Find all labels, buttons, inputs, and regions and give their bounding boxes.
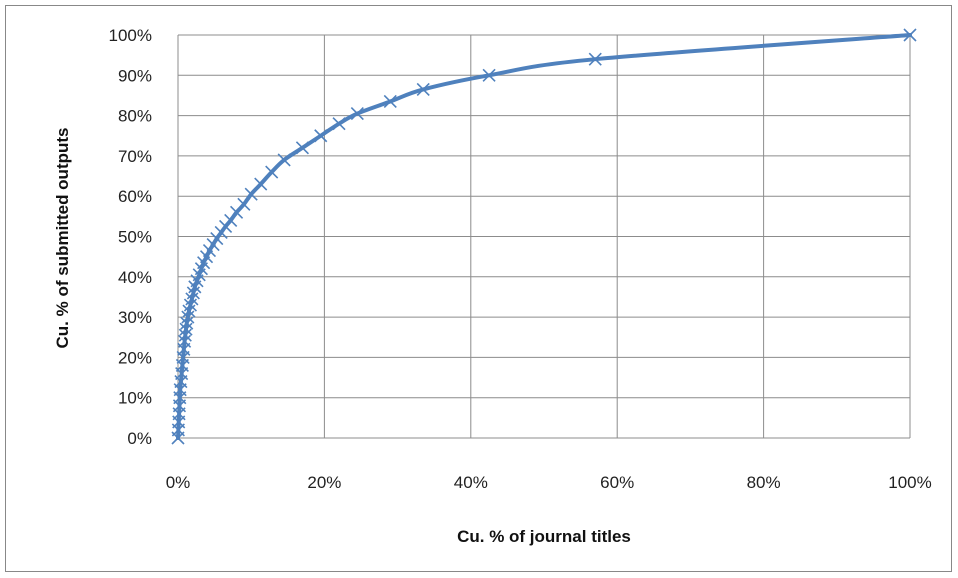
y-tick-label: 60% — [118, 187, 152, 206]
data-point-marker — [214, 225, 228, 240]
gridlines — [178, 34, 911, 438]
data-point-marker — [350, 107, 364, 121]
marker-stroke — [237, 197, 251, 211]
marker-stroke — [254, 177, 268, 191]
marker-stroke — [206, 237, 220, 252]
marker-stroke — [416, 82, 430, 96]
y-tick-label: 70% — [118, 147, 152, 166]
data-point-marker — [179, 322, 193, 336]
data-point-marker — [416, 82, 430, 96]
marker-stroke — [314, 129, 328, 143]
marker-stroke — [482, 68, 496, 82]
data-point-marker — [224, 213, 238, 227]
data-point-marker — [202, 244, 217, 258]
data-point-marker — [314, 129, 328, 143]
y-tick-label: 50% — [118, 228, 152, 247]
x-tick-labels: 0% 20% 40% 60% 80% 100% — [166, 473, 932, 492]
data-point-marker — [903, 28, 917, 42]
marker-stroke — [224, 213, 238, 227]
y-tick-label: 0% — [127, 429, 152, 448]
chart-frame — [5, 5, 952, 572]
y-tick-label: 20% — [118, 348, 152, 367]
marker-stroke — [210, 231, 224, 246]
data-point-marker — [265, 165, 279, 179]
x-tick-label: 40% — [454, 473, 488, 492]
y-axis-title: Cu. % of submitted outputs — [53, 128, 72, 349]
marker-stroke — [178, 334, 192, 348]
marker-stroke — [295, 141, 310, 155]
data-point-marker — [295, 141, 310, 155]
data-point-marker — [588, 52, 602, 66]
data-point-marker — [178, 328, 192, 342]
data-point-marker — [206, 237, 220, 252]
x-tick-label: 80% — [747, 473, 781, 492]
data-point-marker — [383, 94, 397, 109]
data-point-marker — [237, 197, 251, 211]
x-axis-title: Cu. % of journal titles — [457, 527, 631, 546]
y-tick-label: 90% — [118, 66, 152, 85]
marker-stroke — [903, 28, 917, 42]
x-tick-label: 0% — [166, 473, 191, 492]
data-point-marker — [178, 334, 192, 348]
data-point-marker — [277, 153, 291, 167]
data-point-marker — [482, 68, 496, 82]
marker-stroke — [265, 165, 279, 179]
marker-stroke — [277, 153, 291, 167]
y-tick-label: 30% — [118, 308, 152, 327]
x-tick-label: 60% — [600, 473, 634, 492]
marker-stroke — [383, 94, 397, 109]
marker-stroke — [588, 52, 602, 66]
y-tick-label: 10% — [118, 389, 152, 408]
data-point-marker — [332, 117, 346, 131]
marker-stroke — [332, 117, 346, 131]
y-tick-label: 40% — [118, 268, 152, 287]
marker-stroke — [178, 328, 192, 342]
marker-stroke — [214, 225, 228, 240]
marker-stroke — [350, 107, 364, 121]
marker-stroke — [179, 322, 193, 336]
y-tick-label: 80% — [118, 107, 152, 126]
x-tick-label: 20% — [307, 473, 341, 492]
x-tick-label: 100% — [888, 473, 931, 492]
plot-series — [171, 28, 917, 445]
y-tick-labels: 0% 10% 20% 30% 40% 50% 60% 70% 80% 90% 100% — [109, 26, 152, 448]
data-point-marker — [210, 231, 224, 246]
y-tick-label: 100% — [109, 26, 152, 45]
marker-stroke — [202, 244, 217, 258]
data-point-marker — [254, 177, 268, 191]
